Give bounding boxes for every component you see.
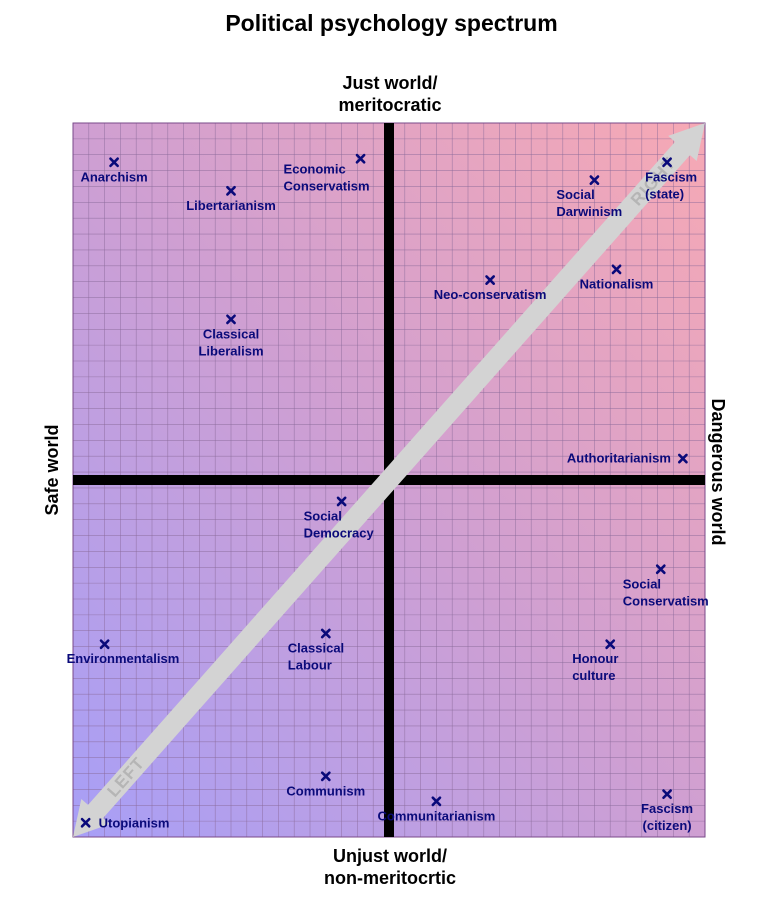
data-point-label-line: Darwinism [556, 204, 622, 219]
data-point-group: Nationalism [580, 264, 654, 291]
data-point-label-line: Conservatism [284, 179, 370, 194]
data-point-label-line: Labour [288, 658, 332, 673]
data-point-group: Social Democracy [304, 496, 375, 540]
data-point-label-line: Environmentalism [67, 651, 180, 666]
data-point-label-line: Social [623, 576, 661, 591]
top-axis-label: Just world/ meritocratic [290, 72, 490, 116]
data-point-label: Classical Liberalism [198, 326, 263, 358]
data-point-label-line: Economic [284, 162, 346, 177]
data-point-label: Economic Conservatism [284, 162, 370, 194]
data-point-label: Utopianism [99, 816, 170, 831]
data-point-label: Neo-conservatism [434, 287, 547, 302]
data-point-label: Authoritarianism [567, 451, 671, 466]
data-point-group: Fascism (state) [645, 157, 697, 201]
data-point-group: Classical Liberalism [198, 314, 264, 358]
data-point-group: Fascism (citizen) [641, 789, 693, 833]
data-point-group: Economic Conservatism [284, 153, 370, 194]
data-point-label: Communitarianism [378, 808, 496, 823]
data-point-group: Utopianism [80, 816, 170, 831]
data-point-group: Neo-conservatism [434, 275, 547, 302]
data-point-marker [336, 496, 347, 507]
data-point-label-line: Social [304, 508, 342, 523]
data-point-marker [226, 185, 236, 196]
data-point-label: Libertarianism [186, 198, 276, 213]
data-point-label: Classical Labour [288, 641, 344, 673]
data-point-label-line: Liberalism [198, 343, 263, 358]
bottom-axis-label-line1: Unjust world/ [333, 846, 447, 866]
data-point-group: Anarchism [80, 157, 148, 184]
points-layer: Anarchism Libertarianism Economic Conservat… [67, 153, 709, 833]
data-point-label-line: (state) [645, 186, 684, 201]
data-point-group: Social Darwinism [556, 175, 622, 219]
data-point-marker [662, 157, 672, 168]
data-point-label-line: Classical [203, 326, 259, 341]
data-point-label: Honour culture [572, 651, 618, 683]
data-point-marker [320, 628, 331, 639]
data-point-marker [226, 314, 236, 325]
data-point-label-line: Social [556, 187, 594, 202]
data-point-label: Social Darwinism [556, 187, 622, 219]
data-point-marker [80, 817, 91, 828]
data-point-label-line: Communitarianism [378, 808, 496, 823]
data-point-label-line: (citizen) [643, 818, 692, 833]
data-point-group: Communitarianism [378, 796, 496, 823]
data-point-marker [109, 157, 119, 168]
data-point-marker [611, 264, 622, 275]
data-point-marker [485, 275, 496, 285]
data-point-label: Anarchism [80, 169, 147, 184]
data-point-label: Social Democracy [304, 508, 375, 540]
data-point-label: Environmentalism [67, 651, 180, 666]
data-point-marker [605, 639, 616, 650]
data-point-label-line: Fascism [641, 801, 693, 816]
data-point-label: Social Conservatism [623, 576, 709, 608]
data-point-label-line: Classical [288, 641, 344, 656]
data-point-label-line: Utopianism [99, 816, 170, 831]
data-point-marker [589, 175, 600, 186]
data-point-label-line: Conservatism [623, 593, 709, 608]
data-point-marker [320, 771, 331, 782]
bottom-axis-label: Unjust world/ non-meritocrtic [285, 845, 495, 889]
data-point-marker [99, 639, 110, 650]
data-point-label-line: Democracy [304, 525, 375, 540]
spectrum-arrow-shape [73, 123, 705, 837]
data-point-label-line: Fascism [645, 169, 697, 184]
data-point-label-line: Neo-conservatism [434, 287, 547, 302]
data-point-label-line: Authoritarianism [567, 451, 671, 466]
data-point-label-line: culture [572, 668, 615, 683]
data-point-group: Authoritarianism [567, 451, 688, 466]
data-point-group: Social Conservatism [623, 564, 709, 608]
data-point-marker [662, 789, 672, 800]
data-point-label-line: Nationalism [580, 276, 654, 291]
chart-title: Political psychology spectrum [225, 10, 558, 36]
data-point-marker [655, 564, 666, 575]
data-point-group: Classical Labour [288, 628, 344, 673]
data-point-label: Fascism (citizen) [641, 801, 693, 833]
data-point-label-line: Communism [286, 783, 365, 798]
data-point-marker [431, 796, 442, 807]
data-point-label-line: Libertarianism [186, 198, 276, 213]
data-point-group: Honour culture [572, 639, 618, 683]
top-axis-label-line1: Just world/ [342, 73, 438, 93]
data-point-label-line: Honour [572, 651, 618, 666]
data-point-group: Environmentalism [67, 639, 180, 666]
data-point-label: Fascism (state) [645, 169, 697, 201]
data-point-marker [355, 153, 366, 164]
data-point-label: Nationalism [580, 276, 654, 291]
top-axis-label-line2: meritocratic [338, 95, 442, 115]
data-point-group: Libertarianism [186, 185, 276, 213]
data-point-label-line: Anarchism [80, 169, 147, 184]
data-point-marker [677, 453, 688, 464]
data-point-group: Communism [286, 771, 365, 798]
data-point-label: Communism [286, 783, 365, 798]
bottom-axis-label-line2: non-meritocrtic [323, 868, 456, 888]
